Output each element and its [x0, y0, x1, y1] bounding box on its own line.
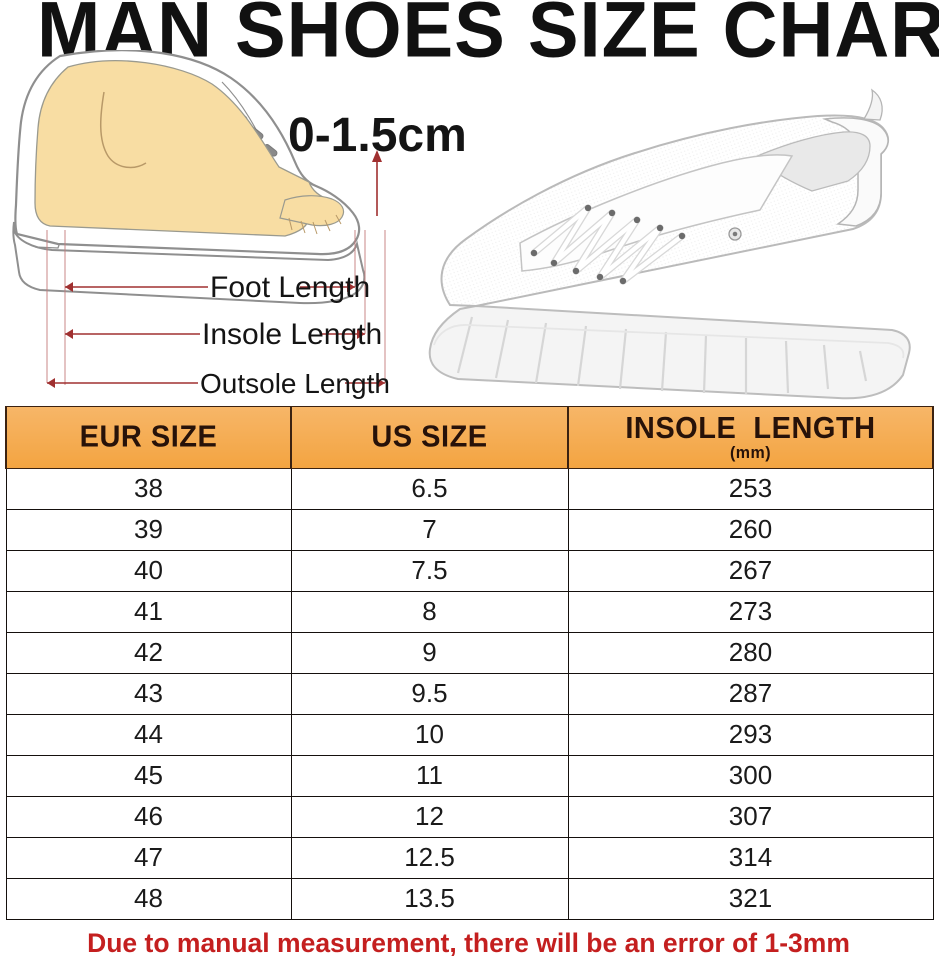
svg-text:Insole Length: Insole Length [202, 318, 382, 351]
svg-text:Foot Length: Foot Length [210, 271, 370, 304]
svg-text:Outsole Length: Outsole Length [200, 368, 390, 399]
